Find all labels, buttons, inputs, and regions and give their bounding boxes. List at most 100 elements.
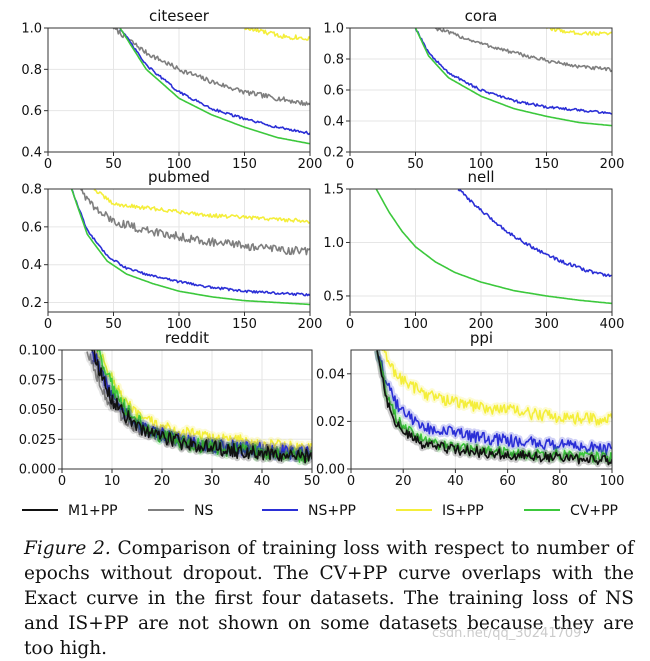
x-tick-label: 150	[232, 317, 257, 332]
series-line-NS+PP	[376, 350, 612, 456]
y-tick-label: 0.6	[21, 104, 42, 119]
x-tick-label: 400	[600, 317, 625, 332]
x-tick-label: 0	[58, 474, 66, 489]
series-line-NS	[80, 189, 310, 256]
chart-title: ppi	[470, 329, 493, 347]
x-tick-label: 10	[104, 474, 121, 489]
figure-caption: Figure 2. Comparison of training loss wi…	[24, 536, 634, 661]
x-tick-label: 100	[600, 474, 625, 489]
series-line-IS+PP	[96, 351, 312, 454]
y-tick-label: 0.075	[19, 373, 56, 388]
series-line-IS+PP	[244, 28, 310, 41]
x-tick-label: 50	[407, 157, 424, 172]
x-tick-label: 0	[346, 157, 354, 172]
series-line-M1+PP	[91, 350, 312, 464]
x-tick-label: 200	[600, 157, 625, 172]
x-tick-label: 50	[105, 317, 122, 332]
series-line-IS+PP	[93, 189, 310, 224]
chart-title: nell	[467, 168, 494, 186]
x-tick-label: 80	[552, 474, 569, 489]
x-tick-label: 50	[304, 474, 321, 489]
y-tick-label: 0.00	[316, 463, 345, 478]
y-tick-label: 0.8	[21, 63, 42, 78]
chart-title: cora	[465, 7, 498, 25]
legend-label-NS: NS	[194, 503, 213, 519]
x-tick-label: 50	[105, 157, 122, 172]
y-tick-label: 0.4	[323, 115, 344, 130]
y-tick-label: 0.5	[323, 289, 344, 304]
x-tick-label: 200	[298, 157, 323, 172]
plot-frame	[350, 349, 613, 470]
series-line-NS	[112, 28, 310, 107]
y-tick-label: 0.000	[19, 463, 56, 478]
x-tick-label: 100	[167, 317, 192, 332]
x-tick-label: 200	[469, 317, 494, 332]
y-tick-label: 0.4	[21, 258, 42, 273]
series-line-CV+PP	[375, 189, 612, 305]
x-tick-label: 100	[167, 157, 192, 172]
y-tick-label: 0.2	[323, 146, 344, 161]
chart-panel-pubmed: 0 50 100 150 200 0.2 0.4 0.6 0.8 pubmed	[21, 168, 322, 332]
series-line-NS+PP	[457, 189, 612, 278]
x-tick-label: 150	[534, 157, 559, 172]
series-line-CV+PP	[119, 28, 310, 145]
series-line-NS+PP	[414, 28, 612, 115]
legend-label-NS+PP: NS+PP	[308, 503, 356, 519]
chart-panel-ppi: 0 20 40 60 80 100 0.00 0.02 0.04 ppi	[316, 329, 624, 489]
chart-panel-cora: 0 50 100 150 200 0.2 0.4 0.6 0.8 1.0 cora	[323, 7, 624, 172]
x-tick-label: 0	[44, 157, 52, 172]
x-tick-label: 150	[232, 157, 257, 172]
chart-panel-citeseer: 0 50 100 150 200 0.4 0.6 0.8 1.0 citeseer	[21, 7, 322, 172]
y-tick-label: 0.8	[323, 53, 344, 68]
y-tick-label: 1.0	[21, 22, 42, 37]
legend-label-IS+PP: IS+PP	[442, 503, 484, 519]
chart-title: pubmed	[148, 168, 210, 186]
y-tick-label: 0.050	[19, 403, 56, 418]
series-line-NS+PP	[70, 189, 310, 297]
series-line-NS+PP	[119, 28, 310, 136]
watermark: csdn.net/qq_30241709	[432, 626, 582, 641]
caption-line-2: epochs without dropout. The CV+PP curve …	[24, 563, 634, 609]
x-tick-label: 100	[403, 317, 428, 332]
y-tick-label: 1.0	[323, 22, 344, 37]
x-tick-label: 300	[534, 317, 559, 332]
y-tick-label: 1.5	[323, 183, 344, 198]
y-tick-label: 0.100	[19, 344, 56, 359]
y-tick-label: 0.025	[19, 433, 56, 448]
caption-label: Figure 2.	[24, 538, 111, 559]
x-tick-label: 40	[447, 474, 464, 489]
x-tick-label: 20	[395, 474, 412, 489]
series-line-CV+PP	[414, 28, 612, 127]
legend-label-CV+PP: CV+PP	[570, 503, 618, 519]
chart-panel-reddit: 0 10 20 30 40 50 0.000 0.025 0.050 0.075 0.100 redd…	[19, 329, 320, 489]
chart-title: reddit	[165, 329, 209, 347]
caption-line-3: curve in the first four datasets. The tr…	[24, 588, 634, 634]
x-tick-label: 0	[44, 317, 52, 332]
chart-panel-nell: 0 100 200 300 400 0.5 1.0 1.5 nell	[323, 168, 624, 332]
x-tick-label: 60	[499, 474, 516, 489]
series-line-M1+PP	[376, 350, 612, 466]
y-tick-label: 0.4	[21, 146, 42, 161]
x-tick-label: 20	[154, 474, 171, 489]
chart-title: citeseer	[149, 7, 210, 25]
y-tick-label: 0.6	[21, 220, 42, 235]
caption-line-4: are not shown on some datasets because t…	[24, 613, 635, 659]
y-tick-label: 0.2	[21, 296, 42, 311]
y-tick-label: 1.0	[323, 236, 344, 251]
series-line-CV+PP	[376, 350, 612, 464]
y-tick-label: 0.6	[323, 84, 344, 99]
series-line-IS+PP	[381, 350, 612, 426]
x-tick-label: 40	[254, 474, 271, 489]
legend: M1+PP NS NS+PP IS+PP CV+PP	[22, 503, 618, 519]
x-tick-label: 100	[469, 157, 494, 172]
x-tick-label: 30	[204, 474, 221, 489]
y-tick-label: 0.04	[316, 367, 345, 382]
y-tick-label: 0.02	[316, 415, 345, 430]
y-tick-label: 0.8	[21, 183, 42, 198]
series-line-NS	[434, 28, 612, 73]
x-tick-label: 0	[346, 317, 354, 332]
x-tick-label: 0	[347, 474, 355, 489]
x-tick-label: 200	[298, 317, 323, 332]
caption-line-1: Comparison of training loss with respect…	[117, 538, 634, 559]
